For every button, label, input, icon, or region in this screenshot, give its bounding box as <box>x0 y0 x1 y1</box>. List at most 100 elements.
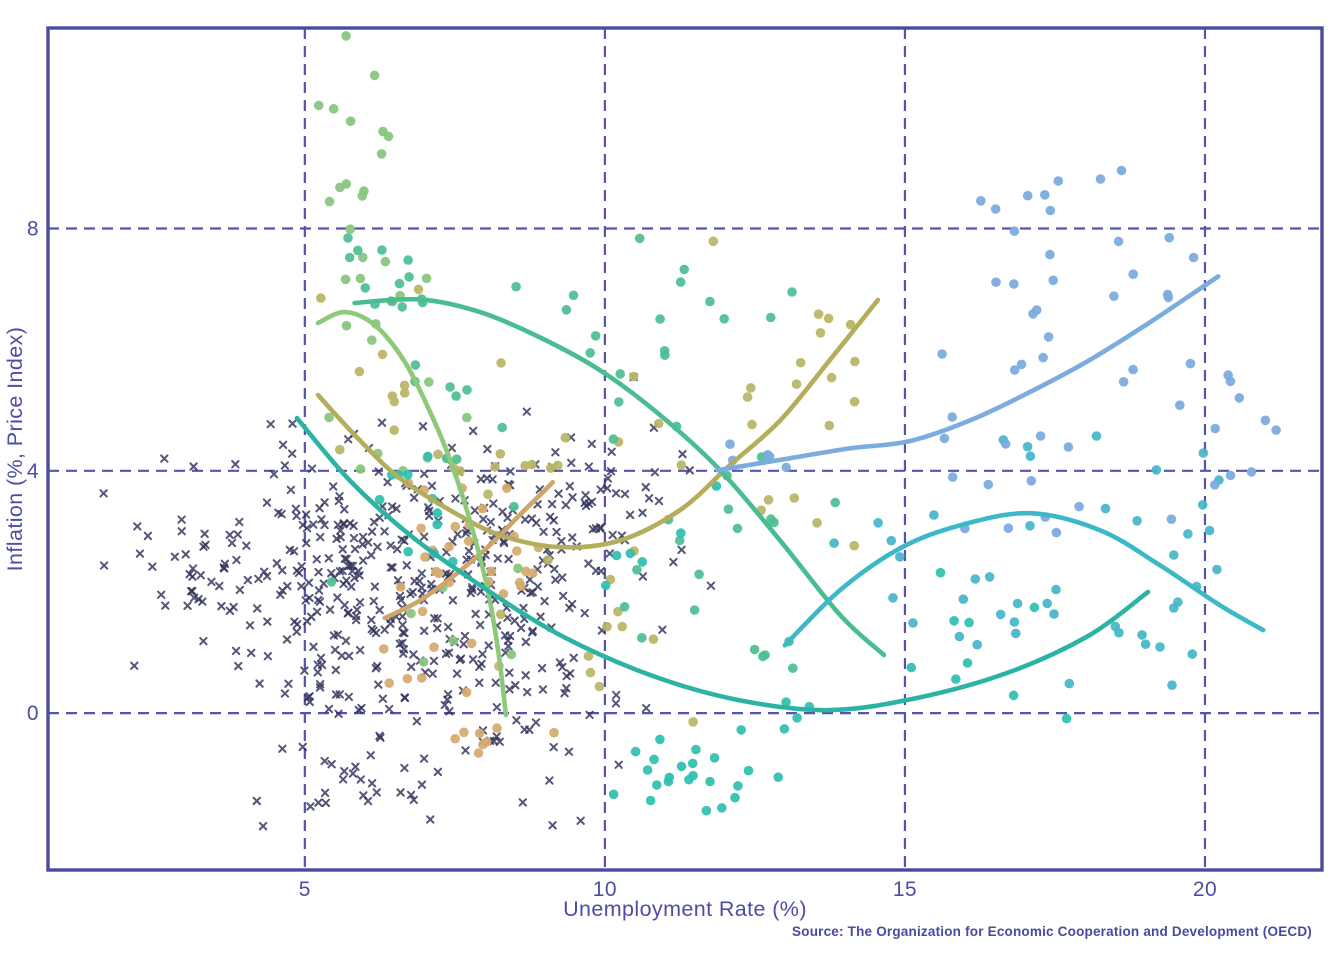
x-marker <box>417 583 426 593</box>
dot-marker <box>358 252 368 263</box>
x-marker <box>505 668 514 677</box>
dot-marker <box>689 605 700 615</box>
dot-marker <box>1011 628 1021 639</box>
x-marker <box>340 554 350 563</box>
series-khaki-dot-group <box>316 236 860 727</box>
x-marker <box>177 515 186 524</box>
dot-marker <box>417 673 427 683</box>
x-marker <box>602 484 612 493</box>
dot-marker <box>634 233 645 244</box>
x-marker <box>266 419 275 429</box>
dot-marker <box>326 577 337 587</box>
dot-marker <box>675 277 686 287</box>
dot-marker <box>355 464 366 474</box>
dot-marker <box>379 644 389 654</box>
dot-marker <box>403 255 413 265</box>
dot-marker <box>1049 609 1059 619</box>
x-marker <box>377 418 387 427</box>
x-marker <box>467 583 477 592</box>
plot-border <box>46 26 1324 872</box>
x-marker <box>429 656 439 666</box>
x-marker <box>340 600 349 610</box>
dot-marker <box>367 335 377 346</box>
x-marker <box>417 569 427 578</box>
dot-marker <box>406 608 416 619</box>
dot-marker <box>906 662 917 673</box>
x-marker <box>612 690 621 700</box>
dot-marker <box>608 789 619 800</box>
x-marker <box>504 641 513 651</box>
dot-marker <box>1026 476 1037 486</box>
x-marker <box>584 559 593 568</box>
dot-marker <box>328 104 339 114</box>
x-marker <box>276 590 285 599</box>
x-marker <box>263 617 272 626</box>
x-marker <box>231 646 241 656</box>
x-marker <box>327 760 336 769</box>
x-marker <box>400 536 409 546</box>
x-marker <box>516 623 526 633</box>
dot-marker <box>1210 480 1220 490</box>
dot-marker <box>824 420 835 431</box>
x-marker <box>398 620 407 630</box>
x-marker <box>130 661 139 670</box>
x-marker <box>352 605 362 614</box>
x-marker <box>229 602 238 612</box>
x-marker <box>272 559 282 568</box>
dot-marker <box>1048 275 1058 286</box>
x-marker <box>400 763 409 773</box>
dot-marker <box>614 397 624 407</box>
x-marker <box>568 493 577 502</box>
x-marker <box>183 601 192 610</box>
x-marker <box>287 449 297 458</box>
x-marker <box>341 636 351 646</box>
x-marker <box>358 556 368 565</box>
x-marker <box>313 660 322 669</box>
x-marker <box>451 494 460 503</box>
x-marker <box>540 596 549 606</box>
dot-marker <box>951 674 961 684</box>
x-marker <box>448 596 458 605</box>
x-marker <box>332 534 341 543</box>
dot-marker <box>908 618 918 628</box>
x-marker <box>148 562 157 571</box>
dot-marker <box>823 313 834 324</box>
dot-marker <box>511 281 521 292</box>
dot-marker <box>1042 598 1052 609</box>
dot-marker <box>813 309 824 320</box>
x-marker <box>320 788 330 798</box>
x-marker <box>461 746 470 755</box>
x-marker <box>297 581 306 591</box>
dot-marker <box>1185 358 1196 369</box>
x-marker <box>386 541 395 550</box>
dot-marker <box>660 350 670 361</box>
dot-marker <box>645 795 656 806</box>
x-marker <box>312 555 321 564</box>
x-marker <box>375 605 384 615</box>
x-marker <box>562 671 571 681</box>
x-marker <box>374 467 383 476</box>
x-tick-label: 5 <box>299 878 311 901</box>
gridlines <box>48 28 1322 870</box>
x-marker <box>558 591 568 601</box>
x-marker <box>317 515 326 524</box>
x-marker <box>392 544 402 554</box>
x-marker <box>491 678 500 687</box>
dot-marker <box>1029 602 1040 613</box>
dot-marker <box>958 594 969 604</box>
x-marker <box>313 668 322 677</box>
x-marker <box>189 593 199 602</box>
x-marker <box>280 689 290 698</box>
x-marker <box>327 568 336 578</box>
dot-marker <box>694 569 704 580</box>
dot-marker <box>939 433 950 444</box>
x-marker <box>286 485 296 495</box>
dot-marker <box>613 606 623 617</box>
x-marker <box>292 566 302 575</box>
x-tick-label: 10 <box>593 878 617 901</box>
dot-marker <box>829 538 839 548</box>
dot-marker <box>1187 649 1198 659</box>
dot-marker <box>1128 269 1138 280</box>
dot-marker <box>502 483 512 494</box>
x-marker <box>380 527 389 536</box>
